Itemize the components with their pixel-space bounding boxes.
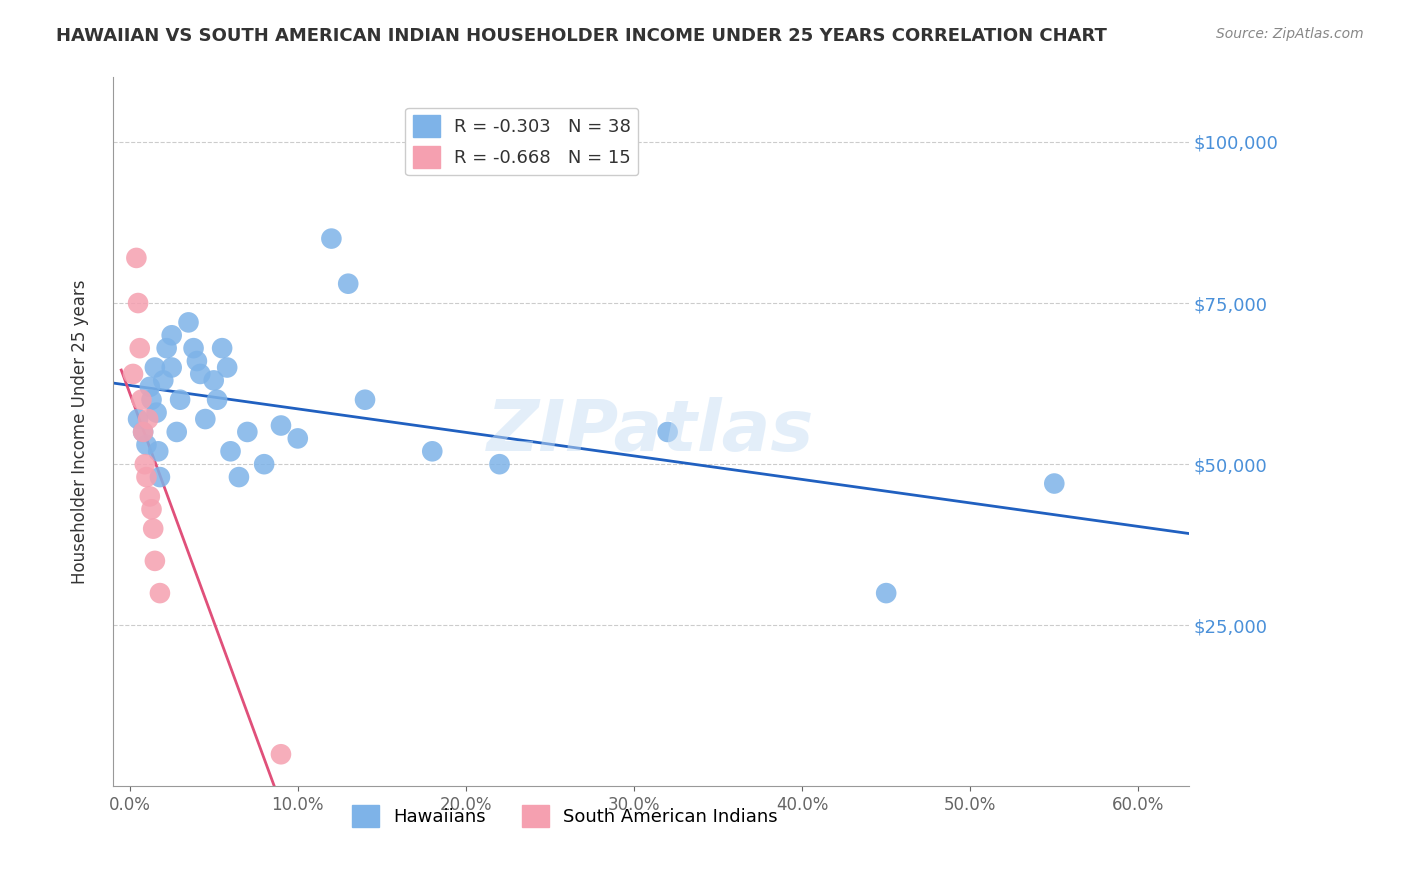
Point [141, 392, 163, 407]
Point [169, 392, 191, 407]
Point [143, 554, 166, 568]
Point [183, 341, 205, 355]
Point [875, 586, 897, 600]
Point [139, 490, 162, 504]
Point [321, 231, 343, 245]
Point [143, 360, 166, 375]
Point [141, 502, 163, 516]
Point [156, 341, 179, 355]
Point [337, 277, 360, 291]
Point [420, 444, 443, 458]
Point [270, 418, 292, 433]
Point [186, 354, 208, 368]
Point [177, 315, 200, 329]
Point [134, 457, 156, 471]
Point [136, 412, 159, 426]
Point [287, 431, 309, 445]
Point [122, 367, 145, 381]
Text: ZIPatlas: ZIPatlas [486, 398, 814, 467]
Point [228, 470, 250, 484]
Point [253, 457, 276, 471]
Point [142, 522, 165, 536]
Point [202, 373, 225, 387]
Point [1043, 476, 1066, 491]
Point [145, 406, 167, 420]
Point [657, 425, 679, 439]
Y-axis label: Householder Income Under 25 years: Householder Income Under 25 years [72, 280, 89, 584]
Point [152, 373, 174, 387]
Point [160, 360, 183, 375]
Point [205, 392, 228, 407]
Legend: Hawaiians, South American Indians: Hawaiians, South American Indians [344, 797, 785, 834]
Point [488, 457, 510, 471]
Point [132, 425, 155, 439]
Point [131, 392, 153, 407]
Point [219, 444, 242, 458]
Point [148, 444, 170, 458]
Point [139, 380, 162, 394]
Point [270, 747, 292, 762]
Point [135, 438, 157, 452]
Point [132, 425, 155, 439]
Point [160, 328, 183, 343]
Text: HAWAIIAN VS SOUTH AMERICAN INDIAN HOUSEHOLDER INCOME UNDER 25 YEARS CORRELATION : HAWAIIAN VS SOUTH AMERICAN INDIAN HOUSEH… [56, 27, 1107, 45]
Point [354, 392, 377, 407]
Point [217, 360, 239, 375]
Point [127, 412, 149, 426]
Point [135, 470, 157, 484]
Point [128, 341, 150, 355]
Point [188, 367, 211, 381]
Text: Source: ZipAtlas.com: Source: ZipAtlas.com [1216, 27, 1364, 41]
Point [211, 341, 233, 355]
Point [127, 296, 149, 310]
Point [236, 425, 259, 439]
Point [125, 251, 148, 265]
Point [194, 412, 217, 426]
Point [166, 425, 188, 439]
Point [149, 470, 172, 484]
Point [149, 586, 172, 600]
